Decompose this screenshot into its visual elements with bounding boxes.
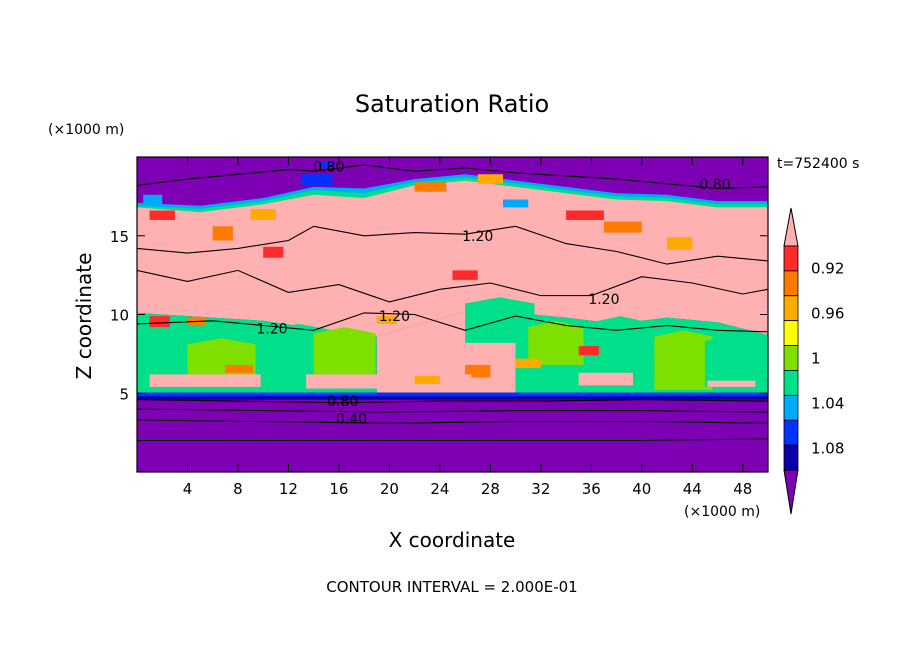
- colorbar: 0.92 0.96 1 1.04 1.08: [783, 207, 844, 515]
- x-tick-label: 32: [531, 480, 550, 498]
- field-hot-patch: [603, 221, 642, 233]
- time-label: t=752400 s: [777, 156, 859, 172]
- field-hot-patch: [452, 270, 478, 280]
- contour-label: 0.80: [327, 394, 358, 410]
- contour-0.80-surface: [137, 399, 768, 404]
- x-tick-label: 40: [632, 480, 651, 498]
- field-dry-pocket: [320, 161, 334, 168]
- x-tick-label: 44: [683, 480, 702, 498]
- field-hot-patch: [414, 182, 447, 192]
- field-green-burst: [654, 330, 713, 391]
- field-hot-patch: [225, 364, 254, 373]
- field-green-burst: [528, 320, 584, 365]
- x-tick-label: 20: [380, 480, 399, 498]
- contour-label: 1.20: [588, 292, 619, 308]
- colorbar-top-arrow: [783, 207, 799, 247]
- field-dry-pocket: [503, 199, 529, 208]
- y-tick-label: 5: [119, 385, 129, 403]
- x-tick-label: 4: [183, 480, 193, 498]
- field-green-burst: [313, 327, 376, 389]
- saturation-field: [137, 157, 768, 472]
- contour-0.80-upper: [137, 164, 768, 190]
- field-low-lens: [707, 380, 756, 387]
- field-hot-patch: [250, 209, 276, 220]
- field-hot-patch: [566, 210, 604, 220]
- field-hot-patch: [477, 174, 503, 184]
- contour-label: 1.20: [379, 309, 410, 325]
- field-low-lens: [578, 372, 633, 386]
- colorbar-swatch: [783, 245, 799, 272]
- y-axis-label: Z coordinate: [72, 253, 96, 380]
- contour-0.20: [137, 438, 768, 442]
- field-green-burst: [591, 316, 650, 384]
- x-tick-label: 8: [233, 480, 243, 498]
- x-tick-label: 12: [279, 480, 298, 498]
- field-hot-patch: [414, 375, 440, 384]
- contour-label: 0.40: [336, 411, 367, 427]
- field-low-lens: [149, 374, 261, 387]
- field-supersaturated: [137, 180, 768, 337]
- chart-title: Saturation Ratio: [355, 90, 549, 118]
- x-tick-label: 36: [582, 480, 601, 498]
- y-unit-label: (×1000 m): [48, 122, 124, 138]
- field-low-lens: [446, 374, 472, 383]
- colorbar-swatch: [783, 320, 799, 346]
- colorbar-label: 1.08: [811, 439, 844, 457]
- field-surface-line: [137, 396, 768, 400]
- colorbar-bottom-arrow: [783, 469, 799, 515]
- colorbar-swatch: [783, 270, 799, 297]
- colorbar-label: 0.92: [811, 259, 844, 277]
- contour-1.20-low: [137, 312, 768, 333]
- contour-1.20-mid: [137, 269, 768, 303]
- x-axis-label: X coordinate: [389, 528, 516, 552]
- y-tick-label: 15: [110, 228, 129, 246]
- contour-0.40: [137, 419, 768, 424]
- field-hot-patch: [515, 358, 541, 369]
- x-tick-label: 24: [430, 480, 449, 498]
- colorbar-swatch: [783, 419, 799, 446]
- field-hot-patch: [263, 246, 284, 258]
- field-surface-edge: [137, 392, 768, 397]
- contour-labels: 0.800.801.201.201.201.200.800.40: [256, 159, 730, 427]
- colorbar-swatch: [783, 295, 799, 322]
- colorbar-swatch: [783, 345, 799, 371]
- x-tick-label: 48: [733, 480, 752, 498]
- x-unit-label: (×1000 m): [684, 504, 760, 520]
- contour-1.20-upper: [137, 225, 768, 265]
- field-dry-pocket: [301, 174, 333, 186]
- field-hot-patch: [149, 316, 170, 328]
- contour-label: 0.80: [699, 177, 730, 193]
- y-axis-ticks: 5 10 15: [110, 228, 768, 403]
- contour-interval-note: CONTOUR INTERVAL = 2.000E-01: [326, 578, 577, 596]
- field-dry-pocket: [143, 194, 163, 205]
- field-hot-patch: [465, 364, 491, 378]
- x-tick-label: 16: [329, 480, 348, 498]
- field-green-burst: [704, 335, 768, 387]
- contour-0.60: [137, 408, 768, 413]
- field-hot-patch: [212, 226, 233, 241]
- contour-label: 0.80: [313, 159, 344, 175]
- colorbar-label: 0.96: [811, 304, 844, 322]
- colorbar-swatch: [783, 394, 799, 421]
- field-hot-patch: [578, 346, 599, 356]
- contour-label: 1.20: [462, 229, 493, 245]
- y-tick-label: 10: [110, 307, 129, 325]
- field-hot-patch: [149, 210, 175, 220]
- field-low-lens: [306, 374, 380, 389]
- field-hot-patch: [667, 237, 693, 250]
- x-tick-label: 28: [481, 480, 500, 498]
- x-axis-ticks: 4 8 12 16 20 24 28 32 36 40 44 48: [183, 157, 752, 498]
- colorbar-swatch: [783, 444, 799, 471]
- colorbar-label: 1: [811, 349, 821, 367]
- colorbar-label: 1.04: [811, 394, 844, 412]
- contour-label: 1.20: [256, 322, 287, 338]
- colorbar-swatch: [783, 370, 799, 396]
- field-hot-patch: [376, 316, 397, 324]
- contour-lines: [137, 164, 768, 442]
